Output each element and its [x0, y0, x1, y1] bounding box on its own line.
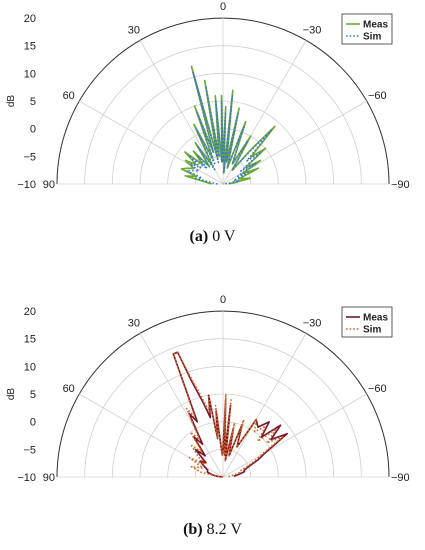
angle-tick-label: 60 — [63, 90, 75, 102]
angle-tick-label: −60 — [368, 90, 387, 102]
angle-tick-label: −90 — [391, 472, 410, 484]
angle-tick-label: −90 — [391, 179, 410, 191]
legend-box — [341, 13, 393, 45]
angle-tick-label: −60 — [368, 383, 387, 395]
series-line-meas — [180, 65, 276, 185]
r-tick-label: −5 — [23, 151, 36, 163]
r-axis-label: dB — [6, 95, 17, 108]
angle-tick-label: 0 — [220, 294, 226, 306]
r-tick-label: 5 — [30, 96, 36, 108]
angle-tick-label: 0 — [220, 1, 226, 13]
caption-a-text: 0 V — [208, 228, 236, 245]
angle-tick-label: 60 — [63, 383, 75, 395]
r-tick-label: 5 — [30, 389, 36, 401]
r-tick-label: −5 — [23, 444, 36, 456]
grid-spoke — [139, 333, 224, 478]
r-tick-label: −10 — [17, 472, 36, 484]
caption-b-letter: (b) — [183, 521, 203, 538]
r-axis-label: dB — [6, 388, 17, 401]
r-tick-label: 10 — [24, 361, 36, 373]
caption-b-text: 8.2 V — [202, 521, 242, 538]
r-tick-label: 0 — [30, 124, 36, 136]
series-line-sim — [185, 71, 272, 185]
grid-spoke — [222, 393, 367, 478]
caption-b: (b) 8.2 V — [0, 521, 425, 539]
grid-spoke — [79, 393, 224, 478]
caption-a: (a) 0 V — [0, 228, 425, 246]
legend-label-sim: Sim — [363, 32, 381, 43]
r-tick-label: 20 — [24, 13, 36, 25]
legend-label-meas: Meas — [363, 313, 388, 324]
polar-chart-a: 20 15 10 5 0 −5 −10 dB 0 −30 −60 −90 30 60 90 Meas Sim (… — [0, 0, 425, 270]
series-line-sim — [172, 351, 284, 478]
r-tick-label: 15 — [24, 334, 36, 346]
grid-spoke — [222, 40, 307, 185]
legend-label-meas: Meas — [363, 20, 388, 31]
r-tick-label: 20 — [24, 306, 36, 318]
polar-chart-b: 20 15 10 5 0 −5 −10 dB 0 −30 −60 −90 30 60 90 Meas Sim (… — [0, 293, 425, 550]
r-tick-label: 0 — [30, 417, 36, 429]
angle-tick-label: 30 — [128, 25, 140, 37]
caption-a-letter: (a) — [189, 228, 209, 245]
legend-label-sim: Sim — [363, 325, 381, 336]
angle-tick-label: 90 — [43, 472, 55, 484]
r-tick-label: 10 — [24, 68, 36, 80]
angle-tick-label: 30 — [128, 318, 140, 330]
angle-tick-label: −30 — [303, 25, 322, 37]
grid-spoke — [222, 333, 307, 478]
legend-box — [341, 306, 393, 338]
angle-tick-label: 90 — [43, 179, 55, 191]
angle-tick-label: −30 — [303, 318, 322, 330]
grid-spoke — [79, 100, 224, 185]
r-tick-label: 15 — [24, 41, 36, 53]
r-tick-label: −10 — [17, 179, 36, 191]
